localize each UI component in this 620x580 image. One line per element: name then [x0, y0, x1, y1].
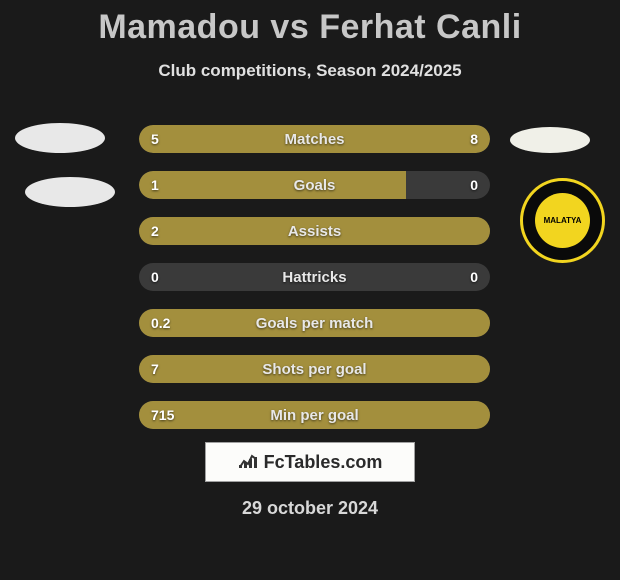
stat-label: Matches — [139, 125, 490, 153]
stat-label: Shots per goal — [139, 355, 490, 383]
club-badge-text: MALATYA — [535, 193, 590, 248]
stat-row: 715Min per goal — [139, 401, 490, 429]
stat-label: Assists — [139, 217, 490, 245]
stat-label: Min per goal — [139, 401, 490, 429]
player2-avatar-placeholder — [510, 127, 590, 153]
player1-club-placeholder — [25, 177, 115, 207]
stat-row: 10Goals — [139, 171, 490, 199]
stat-row: 58Matches — [139, 125, 490, 153]
stat-label: Hattricks — [139, 263, 490, 291]
stat-label: Goals per match — [139, 309, 490, 337]
stat-row: 00Hattricks — [139, 263, 490, 291]
chart-icon — [238, 451, 258, 474]
stat-row: 2Assists — [139, 217, 490, 245]
player1-avatar-placeholder — [15, 123, 105, 153]
stat-row: 0.2Goals per match — [139, 309, 490, 337]
stat-label: Goals — [139, 171, 490, 199]
page-subtitle: Club competitions, Season 2024/2025 — [0, 61, 620, 81]
snapshot-date: 29 october 2024 — [0, 498, 620, 519]
page-title: Mamadou vs Ferhat Canli — [0, 0, 620, 47]
source-logo: FcTables.com — [205, 442, 415, 482]
stats-container: 58Matches 10Goals 2Assists 00Hattricks 0.2Go… — [139, 125, 490, 447]
source-logo-text: FcTables.com — [264, 452, 383, 473]
stat-row: 7Shots per goal — [139, 355, 490, 383]
player2-club-badge: MALATYA — [520, 178, 605, 263]
